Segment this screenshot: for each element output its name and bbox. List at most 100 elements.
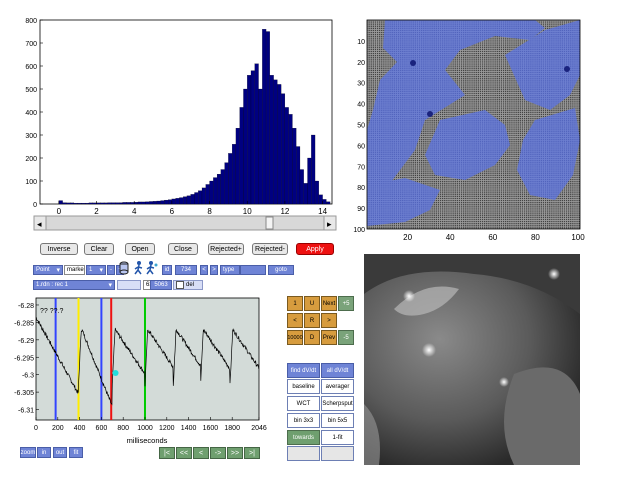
histogram-bar (107, 202, 112, 205)
file-select[interactable]: 1.rdn : rec 1 (33, 280, 115, 290)
grid-up-button[interactable]: U (304, 296, 320, 311)
trace-cursor-point[interactable] (112, 369, 119, 376)
grid-right-button[interactable]: > (321, 313, 337, 328)
heatmap-xtick-label: 20 (403, 233, 412, 242)
grid-next-button[interactable]: Next (321, 296, 337, 311)
rejected-plus-button[interactable]: Rejected+ (208, 243, 244, 255)
histogram-bar (228, 153, 233, 205)
rejected-minus-button[interactable]: Rejected- (252, 243, 288, 255)
histogram-xtick-label: 4 (132, 207, 137, 216)
histogram-bar (232, 144, 237, 205)
histogram-bar (205, 184, 210, 205)
bin-5x5-button[interactable]: bin 5x5 (321, 413, 354, 428)
grid-prev-button[interactable]: Prev (321, 330, 337, 345)
histogram-bar (62, 202, 67, 205)
find-dvdt-button[interactable]: find dV/dt (287, 363, 320, 378)
frame-field[interactable]: 5063 (150, 280, 172, 290)
averager-button[interactable]: averager (321, 379, 354, 394)
inverse-button[interactable]: Inverse (40, 243, 78, 255)
heatmap-xtick-label: 60 (488, 233, 497, 242)
histogram-bar (322, 199, 327, 205)
histogram-bar (130, 202, 135, 205)
zoom-in-button[interactable]: in (37, 447, 51, 458)
histogram-xtick-label: 10 (243, 207, 252, 216)
grid-left-button[interactable]: < (287, 313, 303, 328)
histogram-bar (141, 201, 146, 205)
cylinder-icon[interactable] (119, 261, 129, 275)
grid-1-button[interactable]: 1 (287, 296, 303, 311)
heatmap-ytick-label: 30 (357, 81, 365, 88)
file-field[interactable] (117, 280, 141, 290)
histogram-bar (119, 202, 123, 205)
image-heatmap[interactable]: 20 40 60 80 100 10 20 30 40 50 60 70 80 90 100 (345, 0, 638, 250)
zoom-fit-button[interactable]: fit (69, 447, 83, 458)
zoom-out-button[interactable]: out (53, 447, 67, 458)
fit-button[interactable]: 1-fit (321, 430, 354, 445)
histogram-bar (183, 196, 188, 205)
trace-xtick-label: 1000 (137, 425, 153, 432)
apply-button[interactable]: Apply (296, 243, 334, 255)
del-checkbox[interactable] (176, 281, 184, 289)
nav-fast-forward-button[interactable]: >> (227, 447, 243, 459)
histogram-bar (254, 63, 259, 205)
trace-plot-area[interactable] (35, 297, 260, 421)
nav-first-button[interactable]: |< (159, 447, 175, 459)
scroll-thumb[interactable] (265, 216, 274, 230)
type-field[interactable] (240, 265, 266, 275)
histogram-bar (307, 157, 312, 205)
histogram-bar (299, 169, 304, 205)
nav-fast-back-button[interactable]: << (176, 447, 192, 459)
blank-tool-button-1[interactable] (287, 446, 320, 461)
open-button[interactable]: Open (125, 243, 155, 255)
histogram-bar (179, 197, 184, 205)
histogram-bar (164, 199, 169, 205)
histogram-bar (81, 202, 86, 205)
marker-select[interactable]: 1 (86, 265, 106, 275)
nav-last-button[interactable]: >| (244, 447, 260, 459)
grid-plus5-button[interactable]: +5 (338, 296, 354, 311)
wct-button[interactable]: WCT (287, 396, 320, 411)
histogram-scrollbar[interactable] (33, 215, 337, 231)
trace-annotation: ?? ??.? (40, 308, 63, 315)
microscopy-image[interactable] (364, 254, 580, 465)
file-select-value: 1.rdn : rec 1 (36, 282, 69, 288)
id-next-button[interactable]: > (210, 265, 218, 275)
grid-10000-button[interactable]: 10000 (287, 330, 303, 345)
grid-reset-button[interactable]: R (304, 313, 320, 328)
nav-forward-button[interactable]: -> (210, 447, 226, 459)
id-field[interactable]: 734 (175, 265, 197, 275)
running-person-icon[interactable] (134, 261, 143, 275)
histogram-bar (168, 199, 172, 205)
marker-minus-button[interactable]: - (107, 265, 115, 275)
del-checkbox-row[interactable]: del (173, 280, 203, 290)
histogram-ytick-label: 700 (25, 41, 37, 48)
point-select[interactable]: Point (33, 265, 63, 275)
histogram-bar (96, 202, 101, 205)
histogram-bar (198, 190, 203, 205)
goto-button[interactable]: goto (268, 265, 294, 275)
towards-button[interactable]: towards (287, 430, 320, 445)
nav-back-button[interactable]: < (193, 447, 209, 459)
histogram-bar (277, 84, 282, 205)
scherpsput-button[interactable]: Scherpsput (321, 396, 354, 411)
bin-3x3-button[interactable]: bin 3x3 (287, 413, 320, 428)
grid-down-button[interactable]: D (304, 330, 320, 345)
clear-button[interactable]: Clear (84, 243, 114, 255)
histogram-bar (122, 202, 127, 205)
all-dvdt-button[interactable]: all dV/dt (321, 363, 354, 378)
scroll-left-button[interactable] (33, 215, 47, 231)
trace-xtick-label: 0 (34, 425, 38, 432)
heatmap-hotspot (427, 111, 433, 117)
id-prev-button[interactable]: < (200, 265, 208, 275)
heatmap-ytick-label: 90 (357, 206, 365, 213)
close-button[interactable]: Close (168, 243, 198, 255)
group-people-icon[interactable] (146, 261, 158, 275)
grid-minus5-button[interactable]: -5 (338, 330, 354, 345)
scroll-right-button[interactable] (323, 215, 337, 231)
histogram-bar (145, 201, 150, 205)
histogram-ytick-label: 200 (25, 156, 37, 163)
histogram-bar (326, 201, 331, 205)
baseline-button[interactable]: baseline (287, 379, 320, 394)
histogram-bar (265, 31, 270, 205)
blank-tool-button-2[interactable] (321, 446, 354, 461)
